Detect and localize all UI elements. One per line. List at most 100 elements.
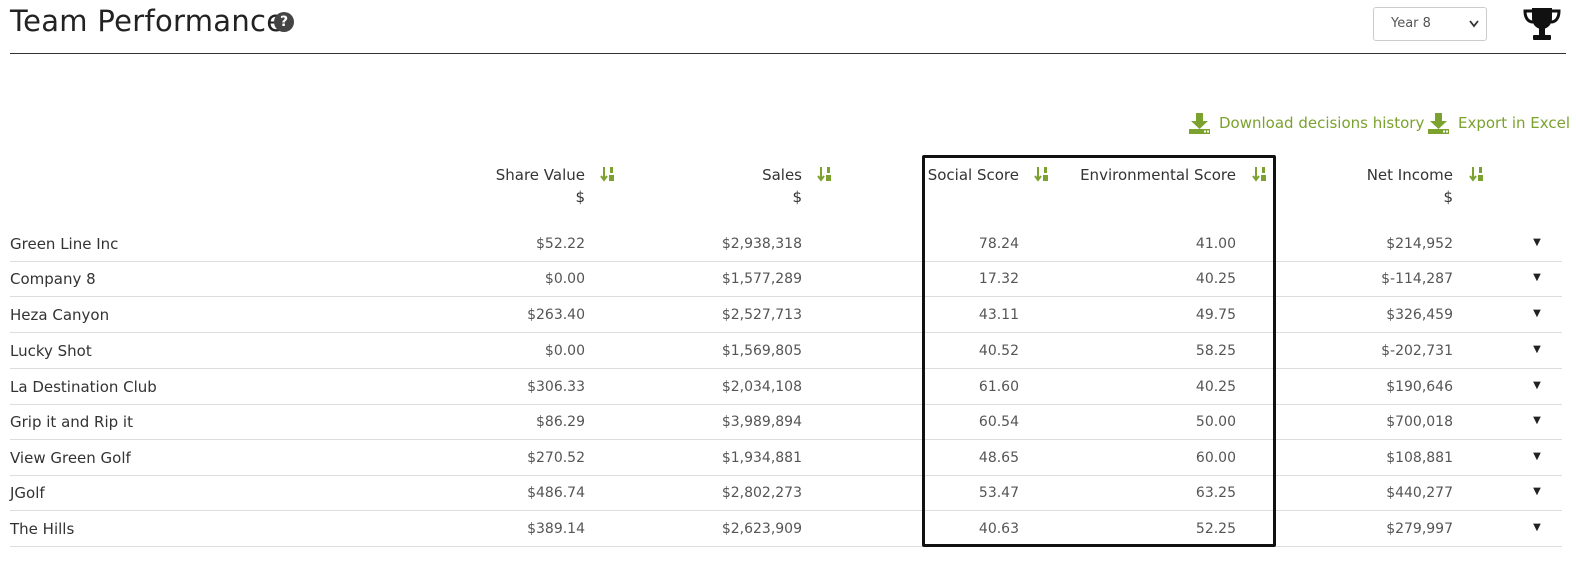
sort-icon[interactable] (600, 166, 616, 182)
environmental-score-cell: 52.25 (1195, 521, 1236, 537)
page-header: Team Performance ? Year 8 (10, 0, 1566, 54)
social-score-cell: 43.11 (978, 307, 1019, 323)
social-score-cell: 40.52 (978, 343, 1019, 359)
net-income-cell: $440,277 (1386, 485, 1453, 501)
sales-cell: $2,034,108 (721, 379, 802, 395)
page-title: Team Performance (10, 4, 285, 38)
column-header-social-score: Social Score (928, 164, 1019, 186)
sales-cell: $2,527,713 (721, 307, 802, 323)
column-unit: $ (575, 188, 585, 206)
download-decisions-history-link[interactable]: Download decisions history (1188, 110, 1424, 136)
sort-icon[interactable] (1469, 166, 1485, 182)
column-label: Environmental Score (1080, 166, 1236, 184)
net-income-cell: $700,018 (1386, 414, 1453, 430)
caret-down-icon[interactable]: ▼ (1533, 272, 1541, 283)
net-income-cell: $108,881 (1386, 450, 1453, 466)
column-unit: $ (792, 188, 802, 206)
environmental-score-cell: 40.25 (1195, 379, 1236, 395)
net-income-cell: $-114,287 (1381, 271, 1453, 287)
sales-cell: $1,569,805 (721, 343, 802, 359)
net-income-cell: $279,997 (1386, 521, 1453, 537)
sales-cell: $1,934,881 (721, 450, 802, 466)
share-value-cell: $486.74 (527, 485, 585, 501)
column-header-net-income: Net Income $ (1367, 164, 1453, 208)
environmental-score-cell: 50.00 (1195, 414, 1236, 430)
sales-cell: $2,623,909 (721, 521, 802, 537)
chevron-down-icon (1469, 8, 1479, 53)
export-excel-label: Export in Excel (1458, 114, 1571, 132)
table-row[interactable]: View Green Golf $270.52 $1,934,881 48.65… (10, 440, 1562, 476)
environmental-score-cell: 41.00 (1195, 236, 1236, 252)
share-value-cell: $263.40 (527, 307, 585, 323)
caret-down-icon[interactable]: ▼ (1533, 380, 1541, 391)
share-value-cell: $86.29 (536, 414, 585, 430)
caret-down-icon[interactable]: ▼ (1533, 415, 1541, 426)
sort-icon[interactable] (1034, 166, 1050, 182)
share-value-cell: $0.00 (544, 271, 585, 287)
export-excel-link[interactable]: Export in Excel (1427, 110, 1570, 136)
table-row[interactable]: The Hills $389.14 $2,623,909 40.63 52.25… (10, 511, 1562, 547)
team-name: JGolf (10, 484, 45, 502)
net-income-cell: $190,646 (1386, 379, 1453, 395)
caret-down-icon[interactable]: ▼ (1533, 344, 1541, 355)
table-row[interactable]: Heza Canyon $263.40 $2,527,713 43.11 49.… (10, 297, 1562, 333)
sales-cell: $1,577,289 (721, 271, 802, 287)
caret-down-icon[interactable]: ▼ (1533, 451, 1541, 462)
share-value-cell: $52.22 (536, 236, 585, 252)
net-income-cell: $326,459 (1386, 307, 1453, 323)
share-value-cell: $306.33 (527, 379, 585, 395)
table-row[interactable]: Lucky Shot $0.00 $1,569,805 40.52 58.25 … (10, 333, 1562, 369)
year-select[interactable]: Year 8 (1373, 7, 1487, 41)
caret-down-icon[interactable]: ▼ (1533, 237, 1541, 248)
share-value-cell: $389.14 (527, 521, 585, 537)
environmental-score-cell: 63.25 (1195, 485, 1236, 501)
table-row[interactable]: Grip it and Rip it $86.29 $3,989,894 60.… (10, 404, 1562, 440)
caret-down-icon[interactable]: ▼ (1533, 308, 1541, 319)
download-icon (1428, 112, 1449, 134)
table-row[interactable]: Green Line Inc $52.22 $2,938,318 78.24 4… (10, 226, 1562, 262)
table-row[interactable]: La Destination Club $306.33 $2,034,108 6… (10, 369, 1562, 405)
column-label: Share Value (495, 166, 585, 184)
team-name: Green Line Inc (10, 235, 119, 253)
table-row[interactable]: Company 8 $0.00 $1,577,289 17.32 40.25 $… (10, 261, 1562, 297)
column-label: Social Score (927, 166, 1019, 184)
share-value-cell: $270.52 (527, 450, 585, 466)
year-select-value: Year 8 (1391, 16, 1431, 31)
team-name: Heza Canyon (10, 306, 110, 324)
team-name: La Destination Club (10, 378, 157, 396)
environmental-score-cell: 60.00 (1195, 450, 1236, 466)
share-value-cell: $0.00 (544, 343, 585, 359)
column-label: Net Income (1366, 166, 1453, 184)
sort-icon[interactable] (1252, 166, 1268, 182)
column-label: Sales (762, 166, 802, 184)
team-name: The Hills (10, 520, 75, 538)
social-score-cell: 48.65 (978, 450, 1019, 466)
social-score-cell: 78.24 (978, 236, 1019, 252)
sales-cell: $2,802,273 (721, 485, 802, 501)
team-name: Lucky Shot (10, 342, 92, 360)
environmental-score-cell: 49.75 (1195, 307, 1236, 323)
environmental-score-cell: 58.25 (1195, 343, 1236, 359)
social-score-cell: 17.32 (978, 271, 1019, 287)
trophy-icon[interactable] (1522, 6, 1562, 42)
table-row[interactable]: JGolf $486.74 $2,802,273 53.47 63.25 $44… (10, 475, 1562, 511)
net-income-cell: $214,952 (1386, 236, 1453, 252)
caret-down-icon[interactable]: ▼ (1533, 522, 1541, 533)
social-score-cell: 53.47 (978, 485, 1019, 501)
download-icon (1189, 112, 1210, 134)
social-score-cell: 60.54 (978, 414, 1019, 430)
column-header-share-value: Share Value $ (496, 164, 585, 208)
column-unit: $ (1443, 188, 1453, 206)
team-name: View Green Golf (10, 449, 131, 467)
team-name: Company 8 (10, 270, 96, 288)
download-decisions-history-label: Download decisions history (1219, 114, 1425, 132)
sort-icon[interactable] (817, 166, 833, 182)
column-header-environmental-score: Environmental Score (1080, 164, 1236, 186)
sales-cell: $3,989,894 (721, 414, 802, 430)
social-score-cell: 40.63 (978, 521, 1019, 537)
sales-cell: $2,938,318 (721, 236, 802, 252)
caret-down-icon[interactable]: ▼ (1533, 486, 1541, 497)
net-income-cell: $-202,731 (1381, 343, 1453, 359)
environmental-score-cell: 40.25 (1195, 271, 1236, 287)
question-circle-icon[interactable]: ? (274, 12, 294, 32)
